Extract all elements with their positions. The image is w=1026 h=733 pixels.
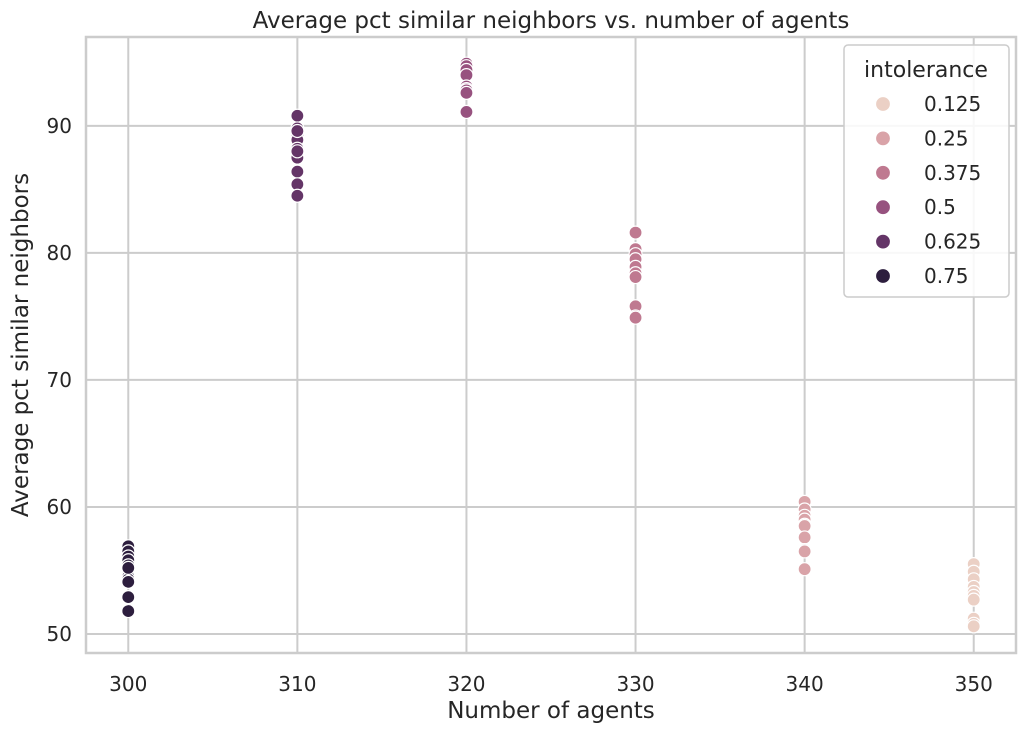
legend-marker: [874, 95, 892, 113]
legend-label: 0.5: [924, 195, 956, 219]
x-tick-label: 340: [786, 672, 824, 696]
y-axis-label: Average pct similar neighbors: [8, 173, 34, 517]
data-point: [290, 164, 305, 179]
legend-label: 0.75: [924, 264, 969, 288]
data-point: [459, 104, 474, 120]
legend-title: intolerance: [864, 58, 988, 83]
legend-label: 0.25: [924, 126, 969, 150]
legend-marker: [874, 267, 892, 285]
x-tick-label: 350: [955, 672, 993, 696]
chart-title: Average pct similar neighbors vs. number…: [253, 8, 850, 34]
x-axis-label: Number of agents: [447, 698, 655, 724]
x-axis-ticks: 300 310 320 330 340 350: [109, 672, 993, 696]
y-tick-label: 80: [47, 241, 72, 265]
legend-label: 0.625: [924, 230, 981, 254]
data-points: [121, 56, 981, 634]
data-point: [121, 590, 136, 605]
series-group: [966, 556, 981, 634]
legend-marker: [874, 130, 892, 147]
series-group: [459, 56, 474, 120]
data-point: [797, 544, 812, 559]
data-point: [121, 560, 136, 576]
data-point: [290, 123, 305, 139]
legend-label: 0.125: [924, 92, 981, 116]
data-point: [797, 530, 812, 545]
x-tick-label: 310: [278, 672, 316, 696]
data-point: [121, 603, 136, 619]
data-point: [459, 85, 474, 100]
x-tick-label: 330: [616, 672, 654, 696]
series-group: [121, 539, 136, 619]
data-point: [797, 562, 812, 577]
legend-marker: [874, 233, 892, 250]
x-tick-label: 320: [447, 672, 485, 696]
data-point: [290, 108, 305, 123]
series-group: [290, 108, 305, 203]
legend-marker: [874, 164, 892, 181]
data-point: [290, 188, 305, 203]
y-tick-label: 50: [47, 622, 72, 646]
x-tick-label: 300: [109, 672, 147, 696]
y-tick-label: 70: [47, 368, 72, 392]
legend-items: 0.125 0.25 0.375 0.5 0.625 0.75: [874, 92, 981, 288]
y-tick-label: 60: [47, 495, 72, 519]
legend-marker: [874, 199, 892, 216]
data-point: [966, 592, 981, 607]
legend-label: 0.375: [924, 161, 981, 185]
data-point: [121, 574, 136, 589]
y-tick-label: 90: [47, 114, 72, 138]
legend: intolerance 0.125 0.25 0.375 0.5 0.625 0.75: [843, 44, 1010, 298]
data-point: [628, 310, 643, 325]
data-point: [628, 269, 643, 285]
series-group: [797, 494, 812, 577]
data-point: [628, 225, 643, 240]
data-point: [966, 619, 981, 634]
plot-frame: [84, 35, 1018, 655]
series-group: [628, 225, 643, 325]
y-axis-ticks: 50 60 70 80 90: [47, 114, 72, 646]
data-point: [290, 144, 305, 159]
